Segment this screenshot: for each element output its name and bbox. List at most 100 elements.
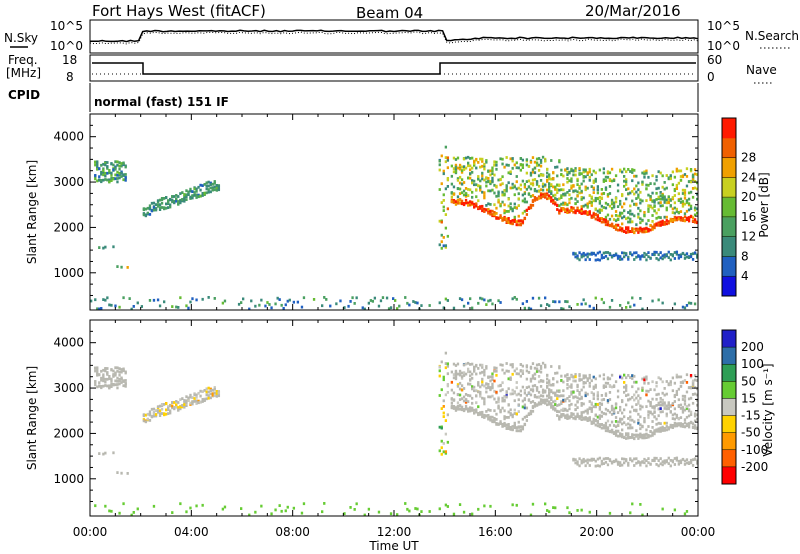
data-cell xyxy=(116,383,119,386)
data-cell xyxy=(582,204,585,208)
data-cell xyxy=(531,384,535,388)
data-cell xyxy=(195,187,198,191)
data-cell xyxy=(574,408,577,412)
data-cell xyxy=(112,177,115,181)
data-cell xyxy=(679,416,683,419)
data-cell xyxy=(651,431,654,435)
data-cell xyxy=(631,253,634,257)
data-cell xyxy=(679,407,683,410)
data-cell xyxy=(689,374,693,377)
data-cell xyxy=(541,391,545,394)
data-cell xyxy=(606,194,610,198)
data-cell xyxy=(639,297,642,300)
data-cell xyxy=(588,175,591,179)
data-cell xyxy=(641,218,644,222)
data-cell xyxy=(489,409,492,412)
data-cell xyxy=(691,216,695,220)
data-cell xyxy=(152,208,156,212)
data-cell xyxy=(661,204,664,208)
data-cell xyxy=(444,503,448,507)
data-cell xyxy=(665,404,668,408)
data-cell xyxy=(183,399,186,402)
data-cell xyxy=(458,404,462,408)
data-cell xyxy=(677,211,681,214)
data-cell xyxy=(501,157,504,161)
data-cell xyxy=(120,370,123,374)
data-cell xyxy=(633,393,636,397)
data-cell xyxy=(645,375,648,379)
data-cell xyxy=(550,396,553,399)
data-cell xyxy=(495,366,498,370)
data-cell xyxy=(629,423,632,427)
data-cell xyxy=(108,384,111,388)
data-cell xyxy=(691,187,695,190)
data-cell xyxy=(623,373,626,377)
data-cell xyxy=(160,403,164,406)
data-cell xyxy=(211,393,214,397)
data-cell xyxy=(525,300,529,303)
data-cell xyxy=(104,384,107,387)
data-cell xyxy=(544,296,547,300)
data-cell xyxy=(489,173,492,177)
data-cell xyxy=(525,386,529,389)
colorbar-segment xyxy=(722,157,736,178)
data-cell xyxy=(266,301,269,304)
data-cell xyxy=(187,399,190,402)
data-cell xyxy=(693,392,697,396)
data-cell xyxy=(475,363,478,367)
data-cell xyxy=(144,413,148,417)
data-cell xyxy=(523,398,527,402)
data-cell xyxy=(444,451,448,455)
data-cell xyxy=(552,300,555,303)
data-cell xyxy=(610,461,614,465)
data-cell xyxy=(637,227,640,231)
data-cell xyxy=(659,204,662,208)
data-cell xyxy=(521,199,525,203)
data-cell xyxy=(509,412,512,415)
data-cell xyxy=(681,175,685,179)
data-cell xyxy=(580,388,583,392)
data-cell xyxy=(637,460,640,463)
data-cell xyxy=(487,299,490,303)
data-cell xyxy=(100,179,103,182)
data-cell xyxy=(270,306,273,310)
data-cell xyxy=(469,382,472,386)
data-cell xyxy=(209,396,212,400)
data-cell xyxy=(156,203,160,206)
data-cell xyxy=(602,424,606,427)
data-cell xyxy=(596,391,600,394)
data-cell xyxy=(594,179,597,183)
data-cell xyxy=(544,194,547,198)
data-cell xyxy=(517,223,520,227)
data-cell xyxy=(513,185,516,189)
data-cell xyxy=(521,302,525,306)
data-cell xyxy=(163,403,166,406)
data-cell xyxy=(519,374,523,378)
data-cell xyxy=(556,174,559,178)
data-cell xyxy=(667,462,670,465)
data-cell xyxy=(556,410,559,413)
data-cell xyxy=(479,179,482,183)
data-cell xyxy=(610,404,614,408)
data-cell xyxy=(501,396,504,400)
data-cell xyxy=(120,265,123,269)
data-cell xyxy=(657,223,660,227)
data-cell xyxy=(529,195,533,198)
data-cell xyxy=(659,403,662,407)
data-cell xyxy=(288,298,291,302)
colorbar-segment xyxy=(722,449,736,468)
data-cell xyxy=(539,394,543,398)
data-cell xyxy=(462,510,466,514)
data-cell xyxy=(525,414,529,418)
data-cell xyxy=(580,207,583,211)
data-cell xyxy=(442,172,445,176)
data-cell xyxy=(177,406,180,409)
x-tick-label: 08:00 xyxy=(275,525,310,539)
data-cell xyxy=(586,255,589,259)
data-cell xyxy=(163,197,166,200)
data-cell xyxy=(568,193,571,197)
data-cell xyxy=(100,369,103,373)
data-cell xyxy=(507,369,510,373)
data-cell xyxy=(665,186,668,190)
data-cell xyxy=(576,383,579,387)
